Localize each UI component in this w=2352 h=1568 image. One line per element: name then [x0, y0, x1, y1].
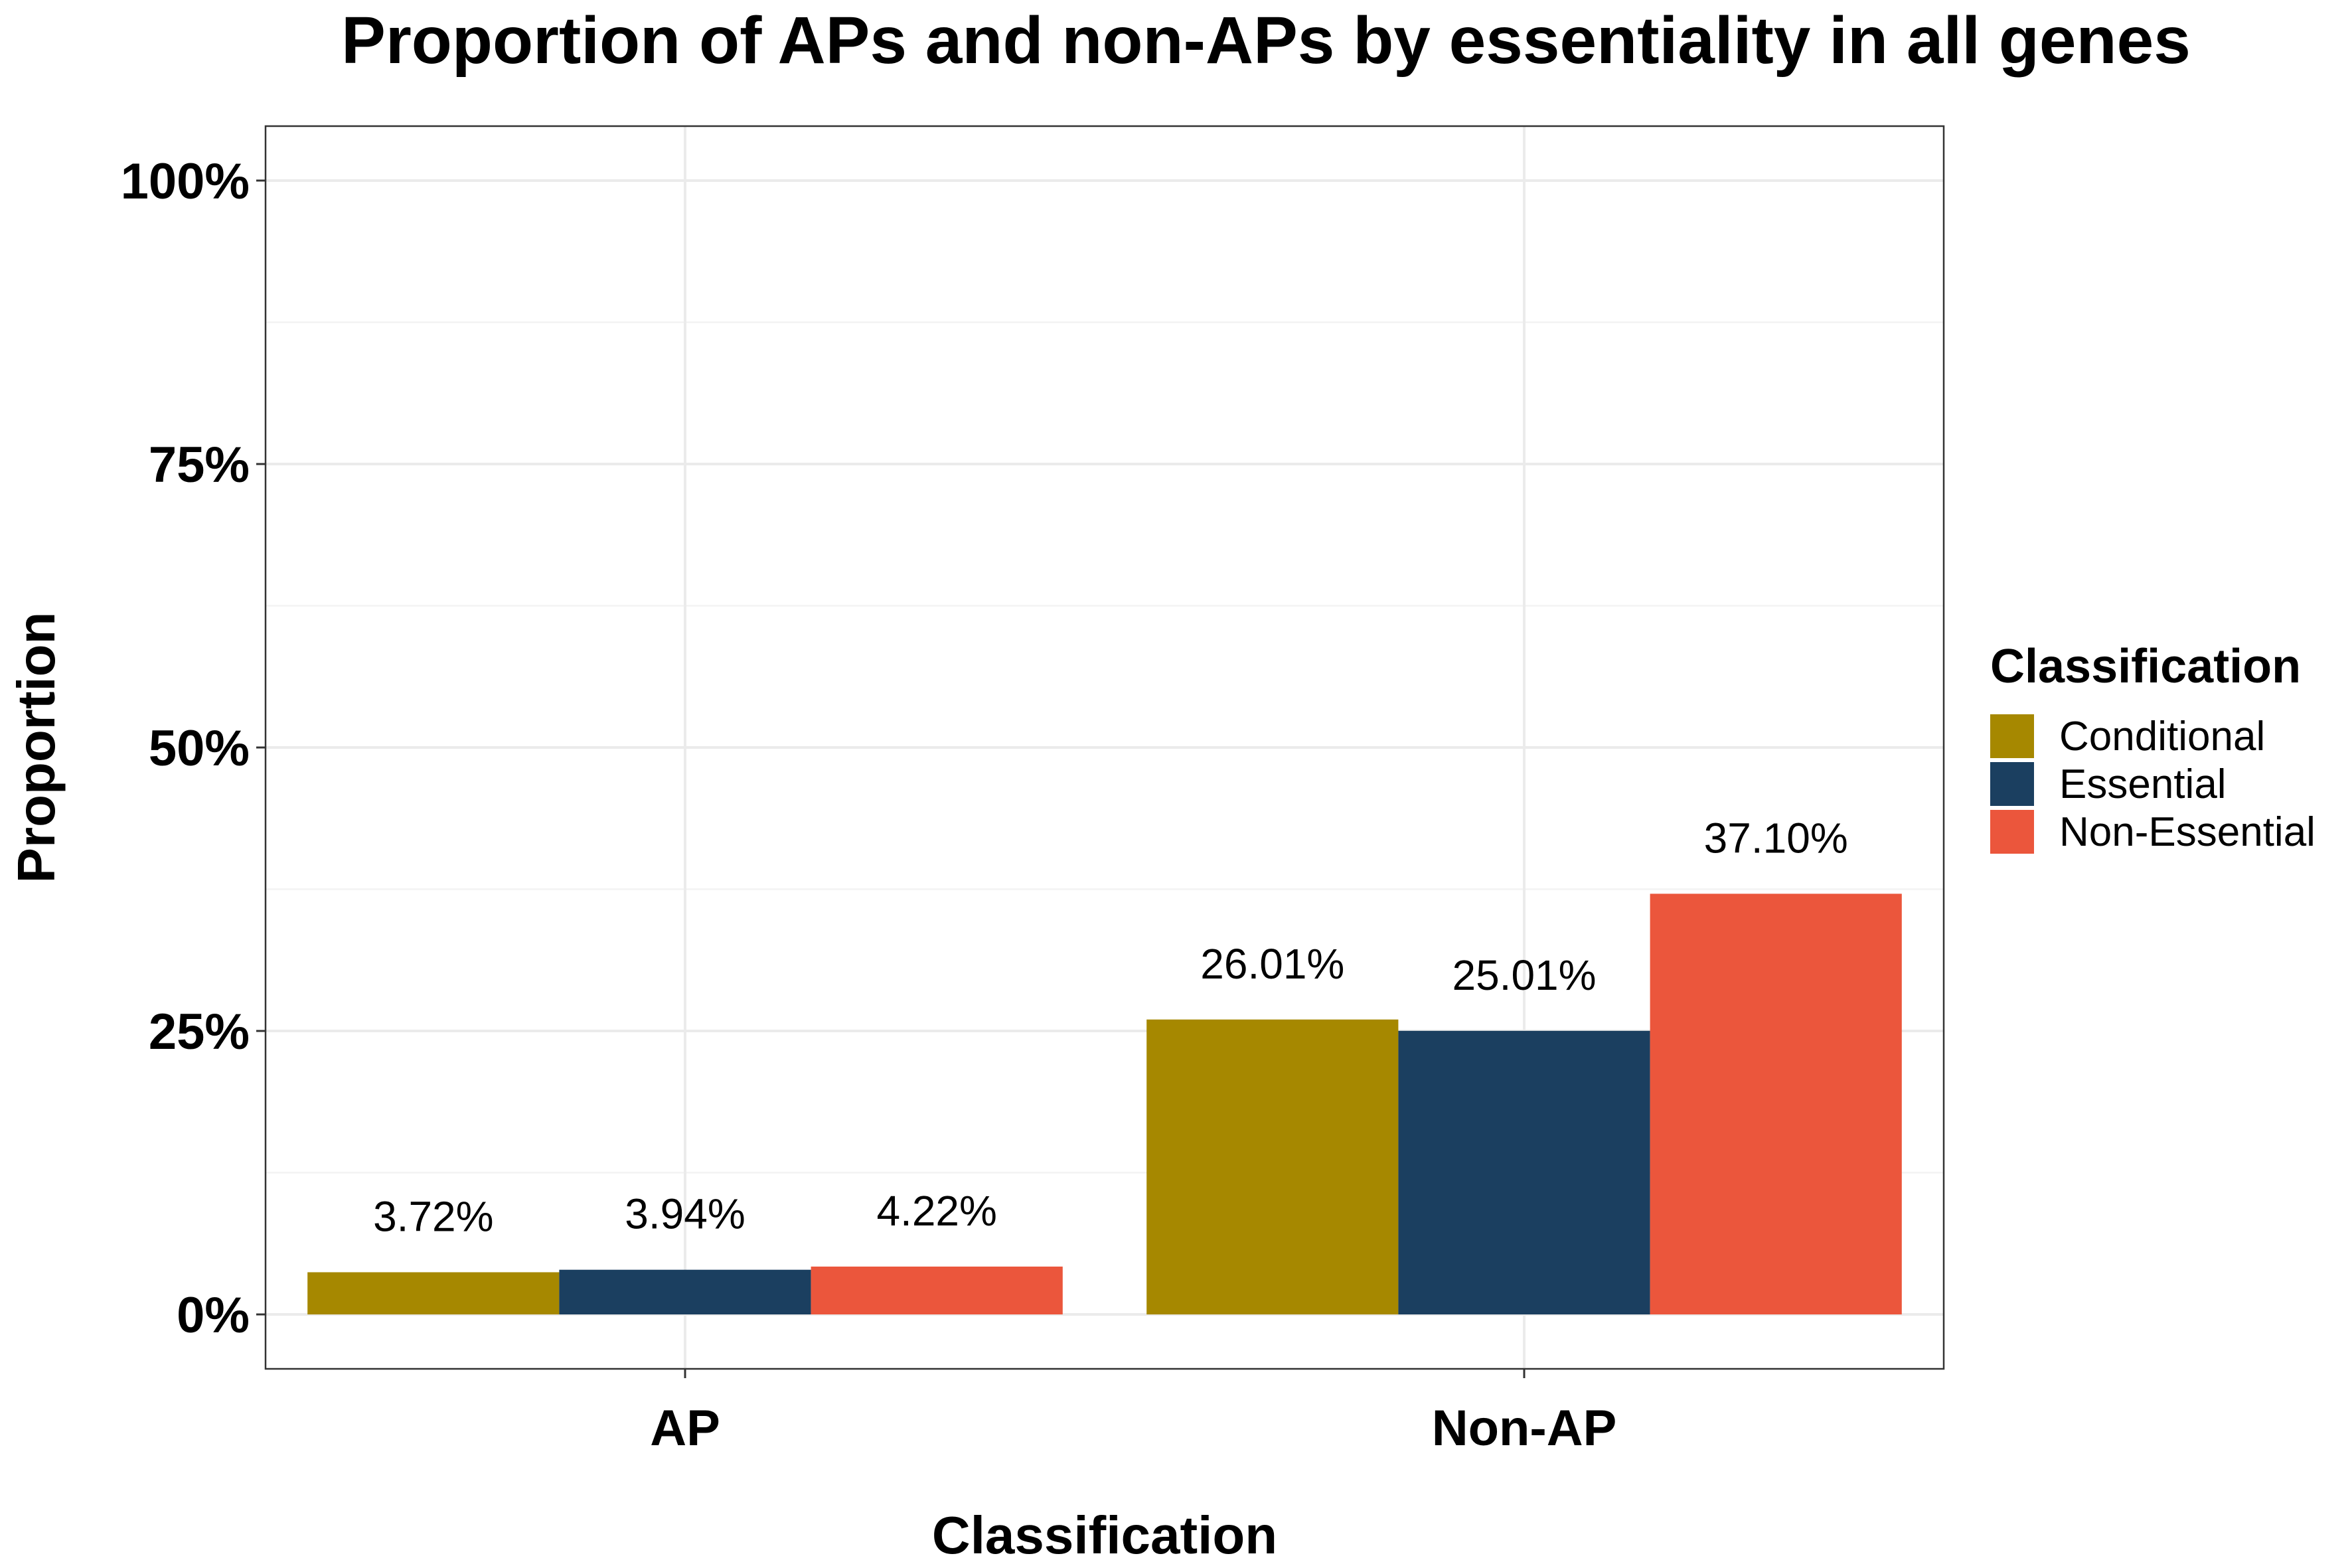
y-tick-label: 100%	[121, 153, 250, 210]
legend-title: Classification	[1990, 640, 2301, 693]
legend-swatch	[1990, 810, 2034, 854]
x-tick-label: Non-AP	[1432, 1400, 1617, 1456]
legend-swatch	[1990, 714, 2034, 758]
legend: Classification ConditionalEssentialNon-E…	[1990, 640, 2315, 855]
bar	[559, 1269, 811, 1315]
data-label: 37.10%	[1704, 814, 1848, 862]
bar	[1146, 1019, 1399, 1315]
x-axis-title: Classification	[932, 1506, 1277, 1565]
chart-title: Proportion of APs and non-APs by essenti…	[341, 3, 2191, 78]
legend-swatch	[1990, 762, 2034, 806]
legend-label: Non-Essential	[2059, 809, 2315, 855]
data-label: 25.01%	[1452, 951, 1596, 999]
legend-label: Conditional	[2059, 714, 2265, 759]
bar	[1650, 894, 1902, 1315]
data-label: 3.72%	[373, 1192, 493, 1240]
y-tick-label: 50%	[149, 720, 250, 777]
bar	[811, 1266, 1063, 1315]
x-tick-label: AP	[650, 1400, 720, 1456]
bar	[1398, 1030, 1650, 1315]
y-axis-title: Proportion	[7, 612, 66, 884]
data-label: 3.94%	[625, 1190, 745, 1238]
y-tick-label: 75%	[149, 437, 250, 493]
y-tick-label: 0%	[177, 1287, 250, 1344]
axes: 0% 25% 50% 75% 100% AP Non-AP	[121, 153, 1617, 1456]
data-label: 26.01%	[1200, 940, 1344, 988]
bar	[307, 1272, 560, 1315]
legend-label: Essential	[2059, 761, 2227, 807]
bars: 3.72% 3.94% 4.22% 26.01% 25.01% 37.10%	[307, 814, 1902, 1315]
data-label: 4.22%	[876, 1187, 996, 1235]
y-tick-label: 25%	[149, 1004, 250, 1060]
